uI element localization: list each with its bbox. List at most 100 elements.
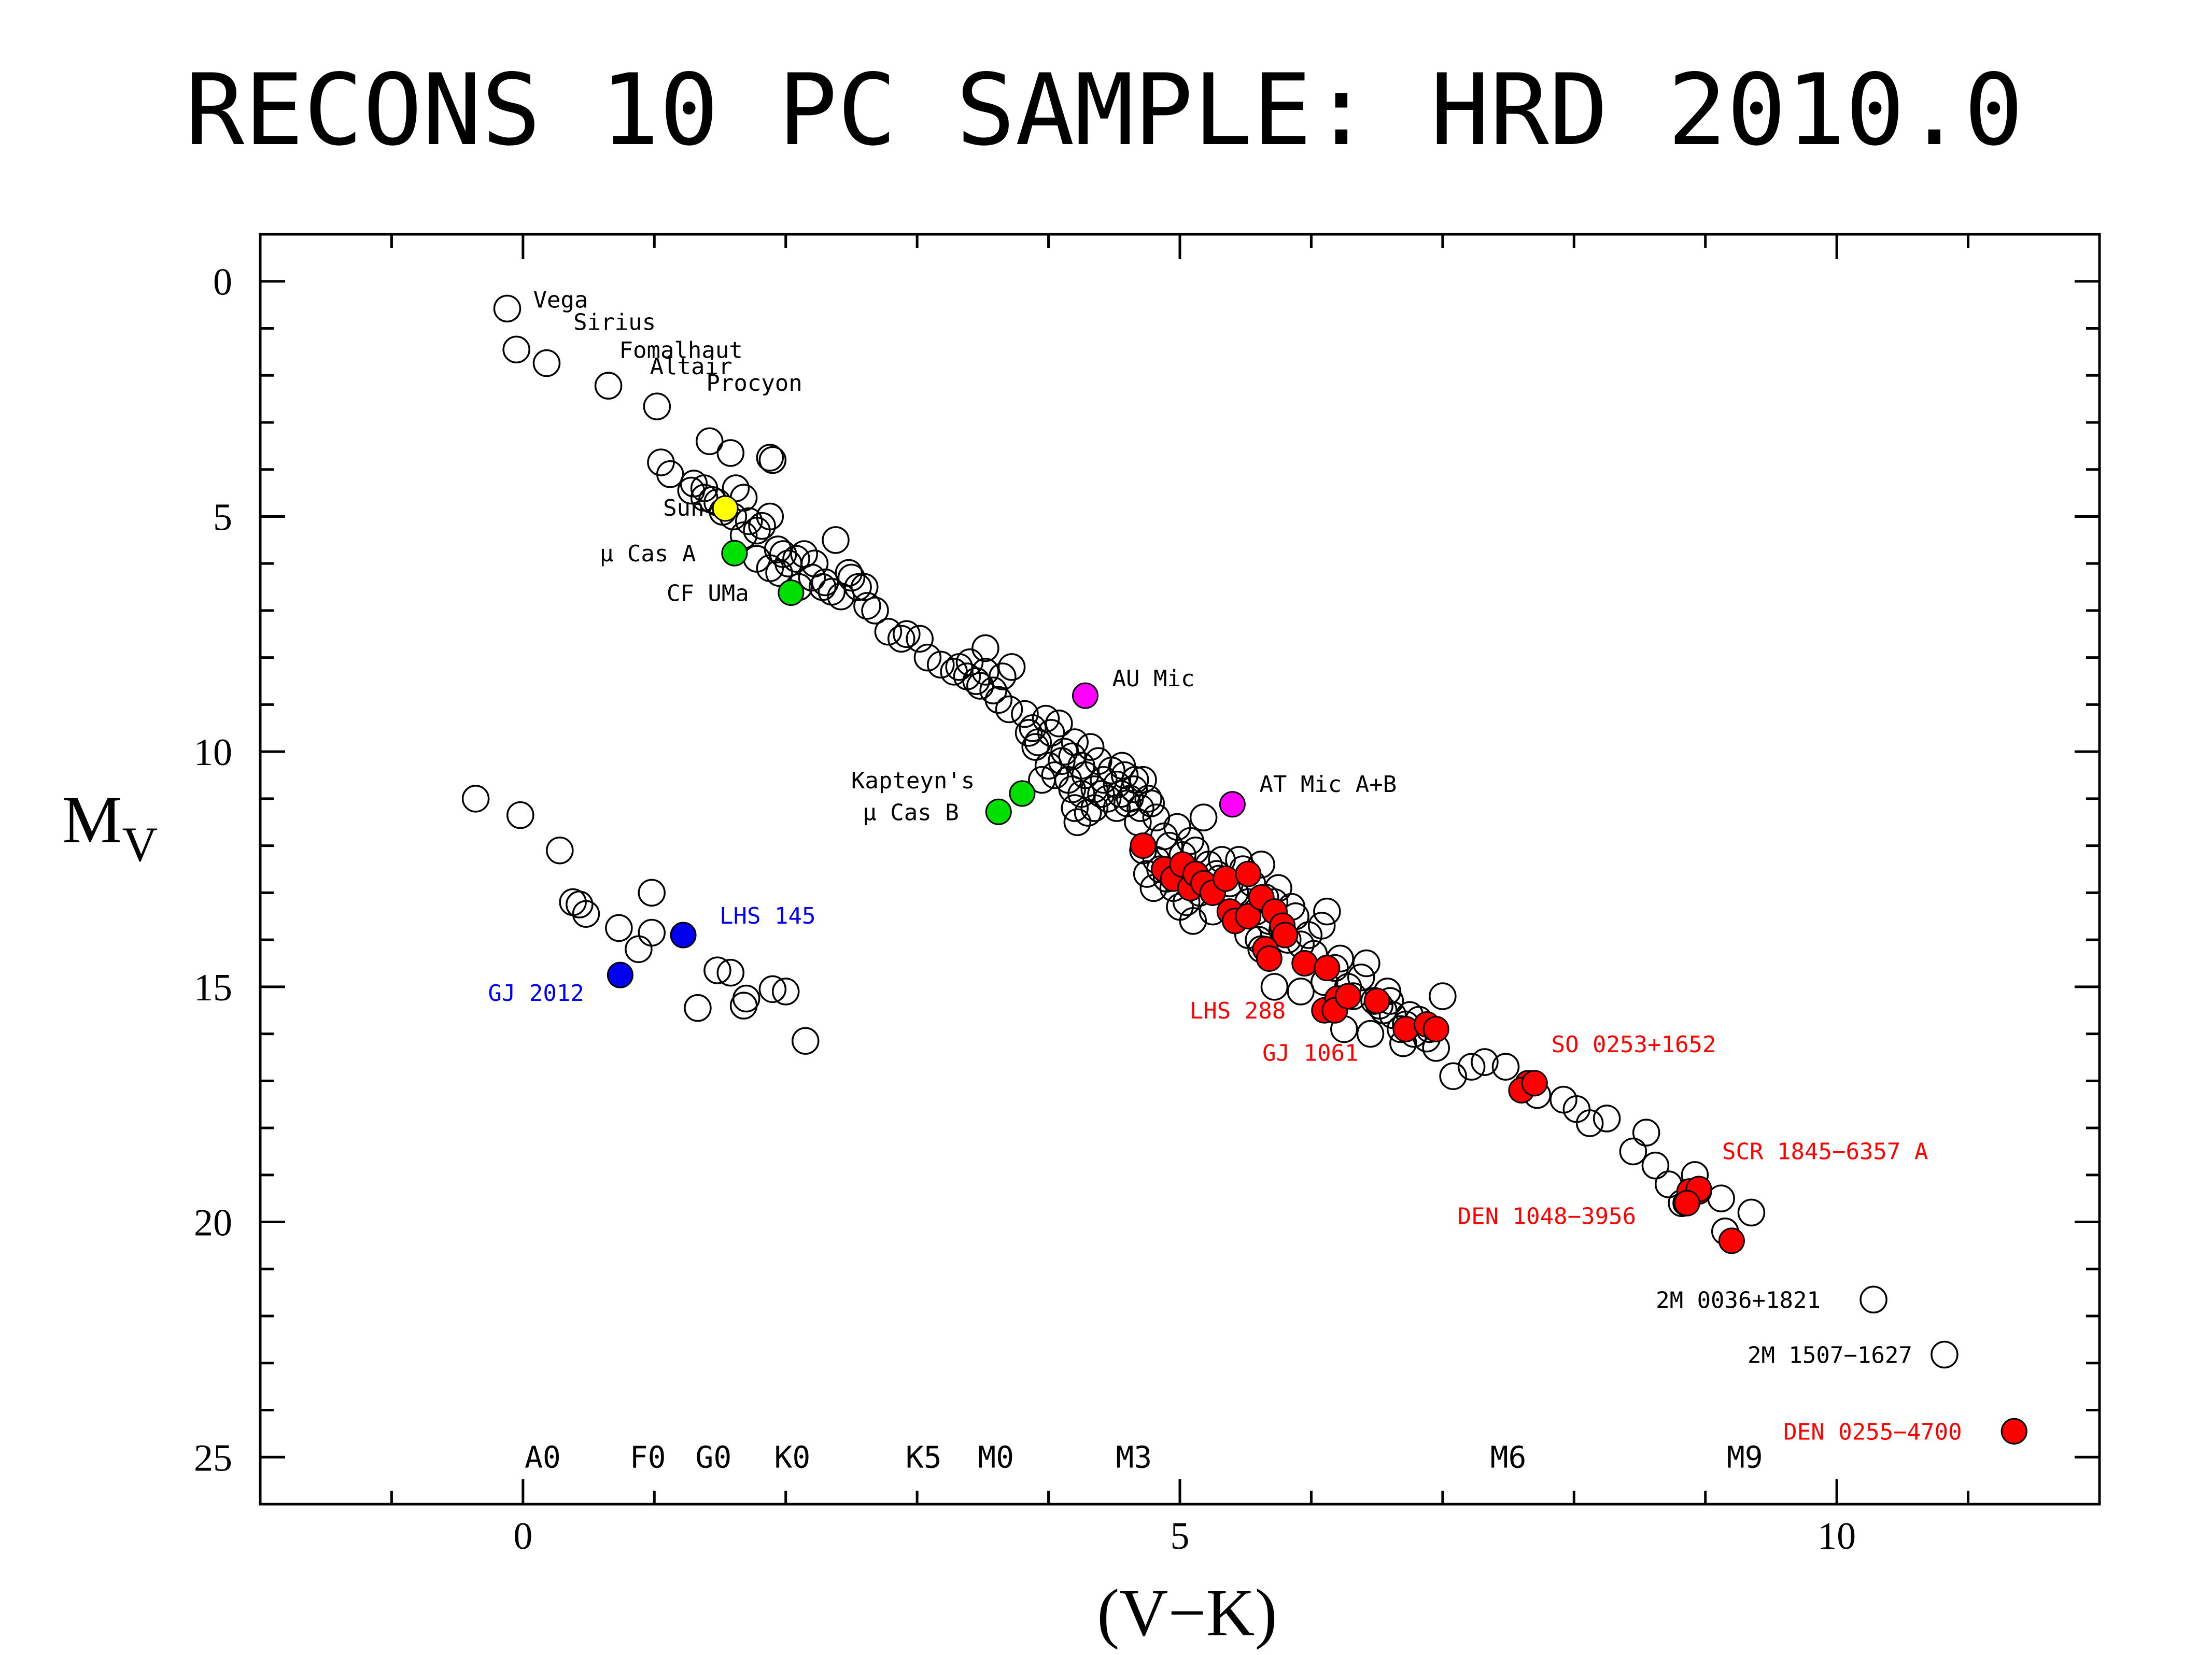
star-label: SO 0253+1652 [1552, 1031, 1716, 1058]
star-point [756, 502, 784, 531]
star-point [1050, 738, 1078, 766]
star-point [1189, 803, 1218, 831]
red-star-point [1334, 983, 1361, 1010]
star-point [1061, 794, 1089, 822]
red-star-point [1718, 1227, 1745, 1254]
star-point [1641, 1151, 1670, 1180]
y-tick-label: 10 [194, 731, 232, 774]
named-star-point [670, 922, 697, 949]
star-point [874, 618, 903, 646]
star-point [684, 994, 712, 1022]
named-star-point [607, 961, 633, 988]
red-star-point [1235, 903, 1262, 930]
star-point [735, 507, 763, 535]
star-point [913, 643, 942, 672]
star-point [971, 634, 999, 662]
red-star-point [1314, 955, 1341, 982]
named-star-point [712, 495, 739, 522]
star-label: μ Cas A [600, 541, 696, 567]
named-star-point [985, 798, 1012, 825]
star-point [1347, 963, 1375, 992]
red-star-point [1291, 950, 1318, 977]
star-point [695, 427, 724, 456]
y-axis-label-sub: V [122, 817, 158, 872]
star-point [995, 695, 1023, 724]
star-point [1313, 897, 1341, 926]
star-point [1287, 978, 1315, 1006]
named-star-point [1931, 1340, 1959, 1369]
star-point [638, 879, 666, 907]
y-tick-label: 0 [213, 261, 232, 304]
star-label: DEN 1048−3956 [1458, 1203, 1636, 1229]
star-point [1137, 789, 1165, 817]
star-point [1087, 780, 1115, 808]
star-point [1632, 1119, 1660, 1147]
star-point [566, 890, 594, 918]
star-point [1429, 982, 1457, 1010]
star-point [853, 592, 881, 620]
star-label: Altair [650, 353, 732, 380]
star-point [758, 975, 787, 1003]
star-point [680, 470, 708, 498]
red-star-point [1130, 832, 1157, 859]
spectral-type-label: K0 [774, 1439, 810, 1475]
named-star-point [643, 392, 671, 420]
star-point [756, 444, 784, 472]
red-star-points [1130, 832, 2027, 1445]
y-axis-label-main: M [62, 783, 122, 857]
star-point [906, 625, 934, 653]
spectral-type-label: M9 [1727, 1439, 1763, 1475]
spectral-type-label: M6 [1490, 1439, 1527, 1475]
star-point [1121, 766, 1149, 794]
star-point [1048, 747, 1076, 775]
star-point [997, 653, 1026, 681]
star-point [1179, 907, 1207, 935]
named-star-point [1859, 1285, 1887, 1314]
star-label: DEN 0255−4700 [1783, 1419, 1962, 1445]
star-point [1011, 700, 1039, 728]
star-label: 2M 0036+1821 [1656, 1287, 1821, 1313]
star-label: LHS 288 [1190, 998, 1286, 1024]
star-point [506, 801, 534, 829]
star-point [1120, 775, 1148, 803]
star-point [887, 625, 915, 653]
star-point [971, 658, 999, 686]
star-point [800, 549, 829, 577]
named-star-point [1072, 682, 1099, 709]
star-point [984, 686, 1013, 714]
star-point [1457, 1053, 1486, 1081]
star-point [771, 978, 800, 1006]
open-star-points [461, 427, 1766, 1246]
star-point [703, 956, 731, 984]
named-star-point [532, 349, 561, 377]
star-point [822, 526, 850, 554]
star-label: CF UMa [667, 580, 749, 606]
star-label: Procyon [706, 370, 802, 397]
named-star-point [1219, 791, 1246, 818]
named-star-point [778, 579, 805, 606]
star-point [546, 836, 574, 865]
star-point [1076, 733, 1105, 761]
star-label: GJ 1061 [1262, 1040, 1358, 1067]
star-point [989, 662, 1017, 690]
star-point [656, 460, 684, 488]
spectral-type-label: M0 [978, 1439, 1014, 1475]
star-point [1575, 1109, 1604, 1137]
star-point [927, 650, 955, 679]
star-point [1034, 752, 1063, 780]
star-label: Sirius [573, 309, 656, 335]
star-point [1737, 1198, 1766, 1227]
star-point [844, 573, 872, 601]
star-label: 2M 1507−1627 [1748, 1342, 1912, 1368]
y-axis-label: MV [62, 783, 158, 872]
x-tick-label: 5 [1171, 1515, 1190, 1558]
red-star-point [1363, 987, 1390, 1014]
star-point [638, 918, 666, 947]
star-point [940, 658, 968, 686]
star-label: Sun [663, 495, 704, 521]
star-point [835, 559, 863, 587]
red-star-point [1235, 860, 1262, 887]
named-star-point [594, 372, 623, 400]
